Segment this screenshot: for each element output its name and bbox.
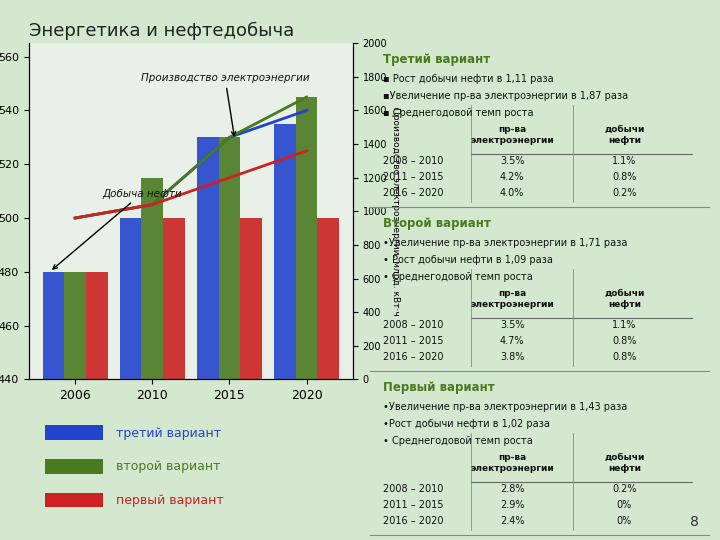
Text: 2011 – 2015: 2011 – 2015 (383, 500, 444, 510)
Text: Производство электроэнергии: Производство электроэнергии (140, 73, 310, 136)
Text: 2016 – 2020: 2016 – 2020 (383, 516, 444, 525)
Text: 2008 – 2010: 2008 – 2010 (383, 484, 444, 494)
Text: добычи
нефти: добычи нефти (604, 453, 644, 472)
Bar (64, 272, 86, 540)
Text: пр-ва
электроэнергии: пр-ва электроэнергии (470, 289, 554, 309)
Text: 0.8%: 0.8% (612, 336, 636, 346)
Bar (274, 124, 296, 540)
Bar (163, 218, 185, 540)
Bar (45, 492, 104, 507)
Text: • Рост добычи нефти в 1,09 раза: • Рост добычи нефти в 1,09 раза (383, 255, 553, 265)
Text: Второй вариант: Второй вариант (383, 217, 491, 230)
Text: •Увеличение пр-ва электроэнергии в 1,43 раза: •Увеличение пр-ва электроэнергии в 1,43 … (383, 402, 627, 412)
Bar (197, 137, 219, 540)
Text: 2008 – 2010: 2008 – 2010 (383, 156, 444, 166)
Bar (42, 272, 64, 540)
Text: ▪ Среднегодовой темп роста: ▪ Среднегодовой темп роста (383, 109, 534, 118)
Text: пр-ва
электроэнергии: пр-ва электроэнергии (470, 125, 554, 145)
Text: 3.5%: 3.5% (500, 156, 524, 166)
Text: 3.5%: 3.5% (500, 320, 524, 330)
Text: Первый вариант: Первый вариант (383, 381, 495, 394)
Text: 0%: 0% (616, 516, 632, 525)
Bar (318, 218, 339, 540)
Text: третий вариант: третий вариант (117, 427, 222, 440)
Bar (240, 218, 262, 540)
Text: 1.1%: 1.1% (612, 320, 636, 330)
Text: ▪Увеличение пр-ва электроэнергии в 1,87 раза: ▪Увеличение пр-ва электроэнергии в 1,87 … (383, 91, 629, 101)
Text: • Среднегодовой темп роста: • Среднегодовой темп роста (383, 436, 533, 446)
Bar (45, 426, 104, 440)
Text: 4.7%: 4.7% (500, 336, 524, 346)
Bar (45, 459, 104, 474)
Text: 2.8%: 2.8% (500, 484, 524, 494)
Text: ▪ Рост добычи нефти в 1,11 раза: ▪ Рост добычи нефти в 1,11 раза (383, 74, 554, 84)
Text: 3.8%: 3.8% (500, 352, 524, 362)
Text: 2011 – 2015: 2011 – 2015 (383, 172, 444, 182)
Text: Добыча нефти: Добыча нефти (53, 188, 181, 269)
Text: первый вариант: первый вариант (117, 494, 224, 507)
Text: Третий вариант: Третий вариант (383, 53, 490, 66)
Text: 2008 – 2010: 2008 – 2010 (383, 320, 444, 330)
Text: 0.2%: 0.2% (612, 188, 636, 198)
Bar (142, 178, 163, 540)
Text: добычи
нефти: добычи нефти (604, 289, 644, 309)
Text: 2.9%: 2.9% (500, 500, 524, 510)
Text: 2011 – 2015: 2011 – 2015 (383, 336, 444, 346)
Text: 0.8%: 0.8% (612, 352, 636, 362)
Text: 0.8%: 0.8% (612, 172, 636, 182)
Text: Энергетика и нефтедобыча: Энергетика и нефтедобыча (29, 22, 294, 40)
Text: 2.4%: 2.4% (500, 516, 524, 525)
Text: 2016 – 2020: 2016 – 2020 (383, 352, 444, 362)
Text: 4.0%: 4.0% (500, 188, 524, 198)
Text: 8: 8 (690, 515, 698, 529)
Text: • Среднегодовой темп роста: • Среднегодовой темп роста (383, 272, 533, 282)
Text: второй вариант: второй вариант (117, 460, 221, 474)
Bar (219, 137, 240, 540)
Text: добычи
нефти: добычи нефти (604, 125, 644, 145)
Bar (296, 97, 318, 540)
Text: 2016 – 2020: 2016 – 2020 (383, 188, 444, 198)
Text: •Рост добычи нефти в 1,02 раза: •Рост добычи нефти в 1,02 раза (383, 419, 550, 429)
Text: 4.2%: 4.2% (500, 172, 524, 182)
Text: 1.1%: 1.1% (612, 156, 636, 166)
Text: 0%: 0% (616, 500, 632, 510)
Text: пр-ва
электроэнергии: пр-ва электроэнергии (470, 453, 554, 472)
Text: •Увеличение пр-ва электроэнергии в 1,71 раза: •Увеличение пр-ва электроэнергии в 1,71 … (383, 238, 628, 248)
Y-axis label: Производство электроэнергии, млрд. кВт·ч: Производство электроэнергии, млрд. кВт·ч (392, 107, 400, 315)
Text: 0.2%: 0.2% (612, 484, 636, 494)
Bar (120, 218, 142, 540)
Bar (86, 272, 107, 540)
